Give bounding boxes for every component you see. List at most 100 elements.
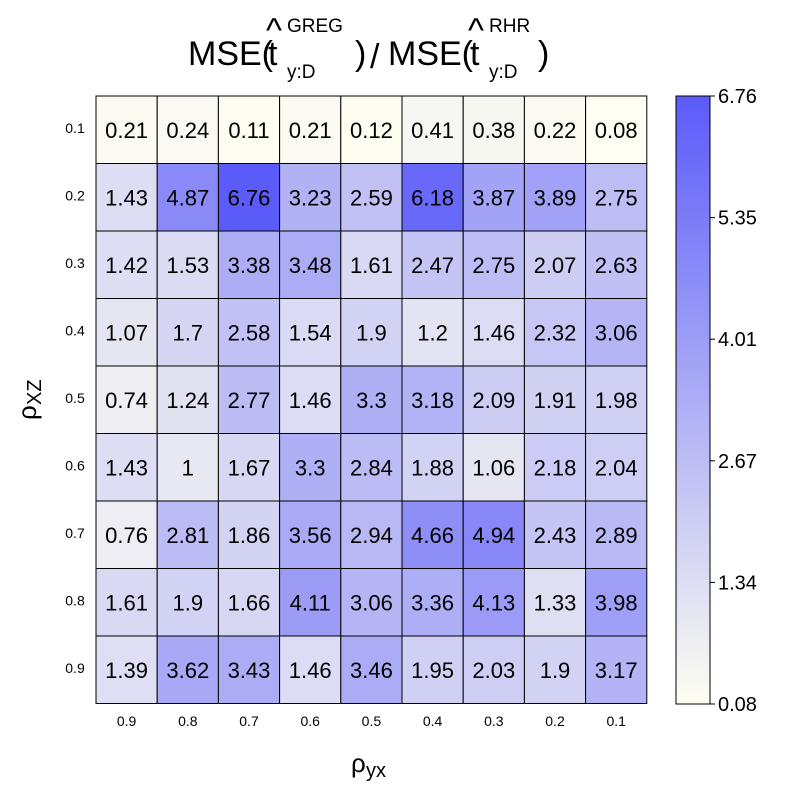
cell-value-label: 1.9 [540,658,571,683]
heatmap-cell [401,635,464,704]
cell-value-label: 3.3 [295,455,326,480]
y-axis-title: ρ XZ [12,379,46,420]
heatmap-cell [279,365,342,434]
heatmap-cell [340,635,403,704]
cell-value-label: 3.87 [472,185,515,210]
heatmap-cell [95,298,158,367]
title-right-prefix: MSE( [388,35,474,73]
heatmap-cell [217,433,281,502]
heatmap-cell [401,95,464,164]
colorbar-tick-label: 5.35 [718,208,757,230]
heatmap-cell [523,230,587,299]
cell-value-label: 0.21 [105,118,148,143]
cell-value-label: 2.81 [166,523,209,548]
heatmap-cell [340,568,403,637]
heatmap-cell [95,230,158,299]
title-left-suffix: ) [355,35,366,73]
y-tick-label: 0.7 [65,525,85,541]
y-tick-label: 0.5 [65,390,85,406]
cell-value-label: 2.77 [228,388,271,413]
heatmap-cell [585,230,648,299]
cell-value-label: 4.66 [411,523,454,548]
cell-value-label: 1.7 [173,320,204,345]
heatmap-cell [95,500,158,569]
heatmap-cell [279,163,342,232]
cell-value-label: 0.11 [228,118,269,143]
cell-value-label: 6.18 [411,185,454,210]
cell-value-label: 3.56 [289,523,332,548]
cell-value-label: 1.9 [173,590,204,615]
cell-value-label: 3.36 [411,590,454,615]
x-axis-ticks: 0.9 0.8 0.7 0.6 0.5 0.4 0.3 0.2 0.1 [117,713,626,729]
x-tick-label: 0.9 [117,713,137,729]
cell-value-label: 3.46 [350,658,393,683]
cell-value-label: 2.75 [472,253,515,278]
heatmap-cell [523,635,587,704]
heatmap-cell [95,365,158,434]
heatmap-cell [156,635,219,704]
cell-value-label: 1.2 [417,320,448,345]
y-tick-label: 0.9 [65,660,85,676]
cell-value-label: 4.87 [166,185,209,210]
title-left-subscript: y:D [287,62,316,83]
x-tick-label: 0.6 [300,713,320,729]
x-tick-label: 0.4 [423,713,443,729]
y-tick-label: 0.4 [65,322,85,338]
colorbar-tick-label: 4.01 [718,329,757,351]
cell-value-label: 2.59 [350,185,393,210]
cell-value-label: 3.06 [595,320,638,345]
title-left-prefix: MSE( [188,35,274,73]
heatmap-cell [462,298,525,367]
heatmap-cells [95,95,648,704]
x-tick-label: 0.7 [239,713,259,729]
cell-value-label: 1.06 [472,455,515,480]
y-axis-symbol: ρ [12,405,42,420]
cell-value-label: 1.88 [411,455,454,480]
cell-value-label: 3.43 [228,658,271,683]
heatmap-cell [217,568,281,637]
cell-value-label: 1.91 [534,388,577,413]
color-legend: 6.76 5.35 4.01 2.67 1.34 0.08 [675,86,757,716]
heatmap-cell [279,230,342,299]
heatmap-cell [217,635,281,704]
cell-value-label: 2.63 [595,253,638,278]
cell-value-label: 2.32 [534,320,577,345]
cell-value-label: 0.24 [166,118,209,143]
heatmap-cell [217,163,281,232]
heatmap-cell [279,635,342,704]
cell-value-label: 2.03 [472,658,515,683]
cell-value-label: 3.06 [350,590,393,615]
x-tick-label: 0.2 [545,713,565,729]
cell-value-label: 2.07 [534,253,577,278]
cell-value-label: 2.58 [228,320,271,345]
heatmap-cell [279,95,342,164]
cell-value-label: 0.12 [350,118,393,143]
colorbar-tick-label: 6.76 [718,86,757,108]
cell-value-label: 1.98 [595,388,638,413]
cell-value-label: 1.95 [411,658,454,683]
cell-value-label: 1.46 [289,388,332,413]
colorbar-ticks: 6.76 5.35 4.01 2.67 1.34 0.08 [710,86,757,716]
colorbar-tick-label: 0.08 [718,694,757,716]
cell-value-label: 2.47 [411,253,454,278]
heatmap-cell [585,568,648,637]
x-axis-symbol: ρ [351,748,366,778]
title-right-subscript: y:D [489,62,518,83]
heatmap-cell [585,95,648,164]
heatmap-cell [401,568,464,637]
cell-value-label: 1.61 [105,590,148,615]
cell-value-label: 4.11 [290,590,331,615]
cell-value-label: 1.9 [356,320,387,345]
heatmap-cell [462,365,525,434]
cell-value-label: 1.24 [166,388,209,413]
cell-value-label: 1.43 [105,185,148,210]
heatmap-cell [340,500,403,569]
heatmap-cell [340,95,403,164]
heatmap-cell [585,163,648,232]
heatmap-cell [340,433,403,502]
cell-value-label: 3.62 [166,658,209,683]
cell-value-label: 3.48 [289,253,332,278]
cell-value-label: 3.18 [411,388,454,413]
heatmap-cell [279,568,342,637]
